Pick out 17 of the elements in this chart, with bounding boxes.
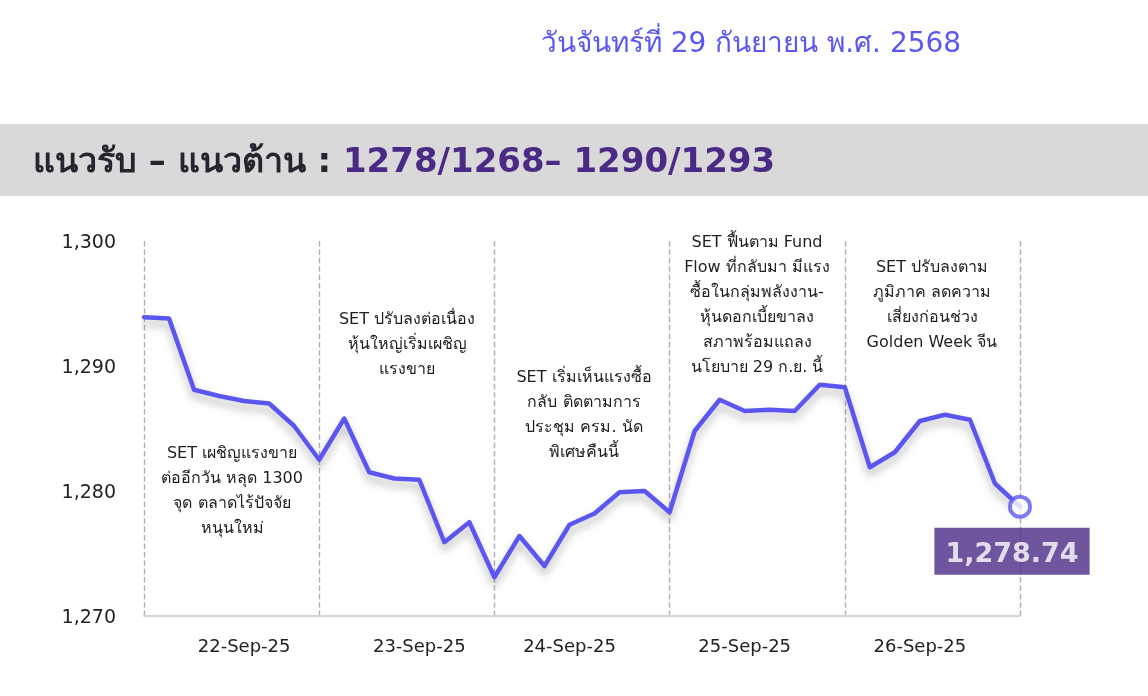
x-tick-label: 22-Sep-25 [197,634,291,656]
annotation: SET เริ่มเห็นแรงซื้อ กลับ ติดตามการ ประชุม ครม. นัด พิเศษคืนนี้ [516,365,652,461]
annotation: SET เผชิญแรงขาย ต่ออีกวัน หลุด 1300 จุด ตลาดไร้ปัจจัย หนุนใหม่ [161,443,303,538]
x-tick-label: 24-Sep-25 [523,634,616,656]
y-tick-label: 1,270 [61,605,116,627]
x-tick-label: 23-Sep-25 [372,634,466,656]
chart-subtitle: วันจันทร์ที่ 29 กันยายน พ.ศ. 2568 [540,22,962,61]
annotation: SET ฟื้นตาม Fund Flow ที่กลับมา มีแรง ซื้อในกลุ่มพลังงาน- หุ้นดอกเบี้ยขาลง สภาพร้อมแถลง นโยบาย 29 ก.ย. นี้ [684,230,830,376]
y-tick-label: 1,280 [61,480,116,502]
chart-title: แนวรับ – แนวต้าน : 1278/1268– 1290/1293 [33,140,776,180]
y-tick-label: 1,300 [61,230,116,252]
x-tick-label: 25-Sep-25 [698,634,792,656]
data-label: 1,278.74 [945,536,1079,568]
annotation: SET ปรับลงต่อเนื่อง หุ้นใหญ่เริ่มเผชิญ แรงขาย [338,306,476,378]
annotation: SET ปรับลงตาม ภูมิภาค ลดความ เสี่ยงก่อนช่วง Golden Week จีน [866,257,998,351]
y-tick-label: 1,290 [61,355,116,377]
x-tick-label: 26-Sep-25 [873,634,967,656]
